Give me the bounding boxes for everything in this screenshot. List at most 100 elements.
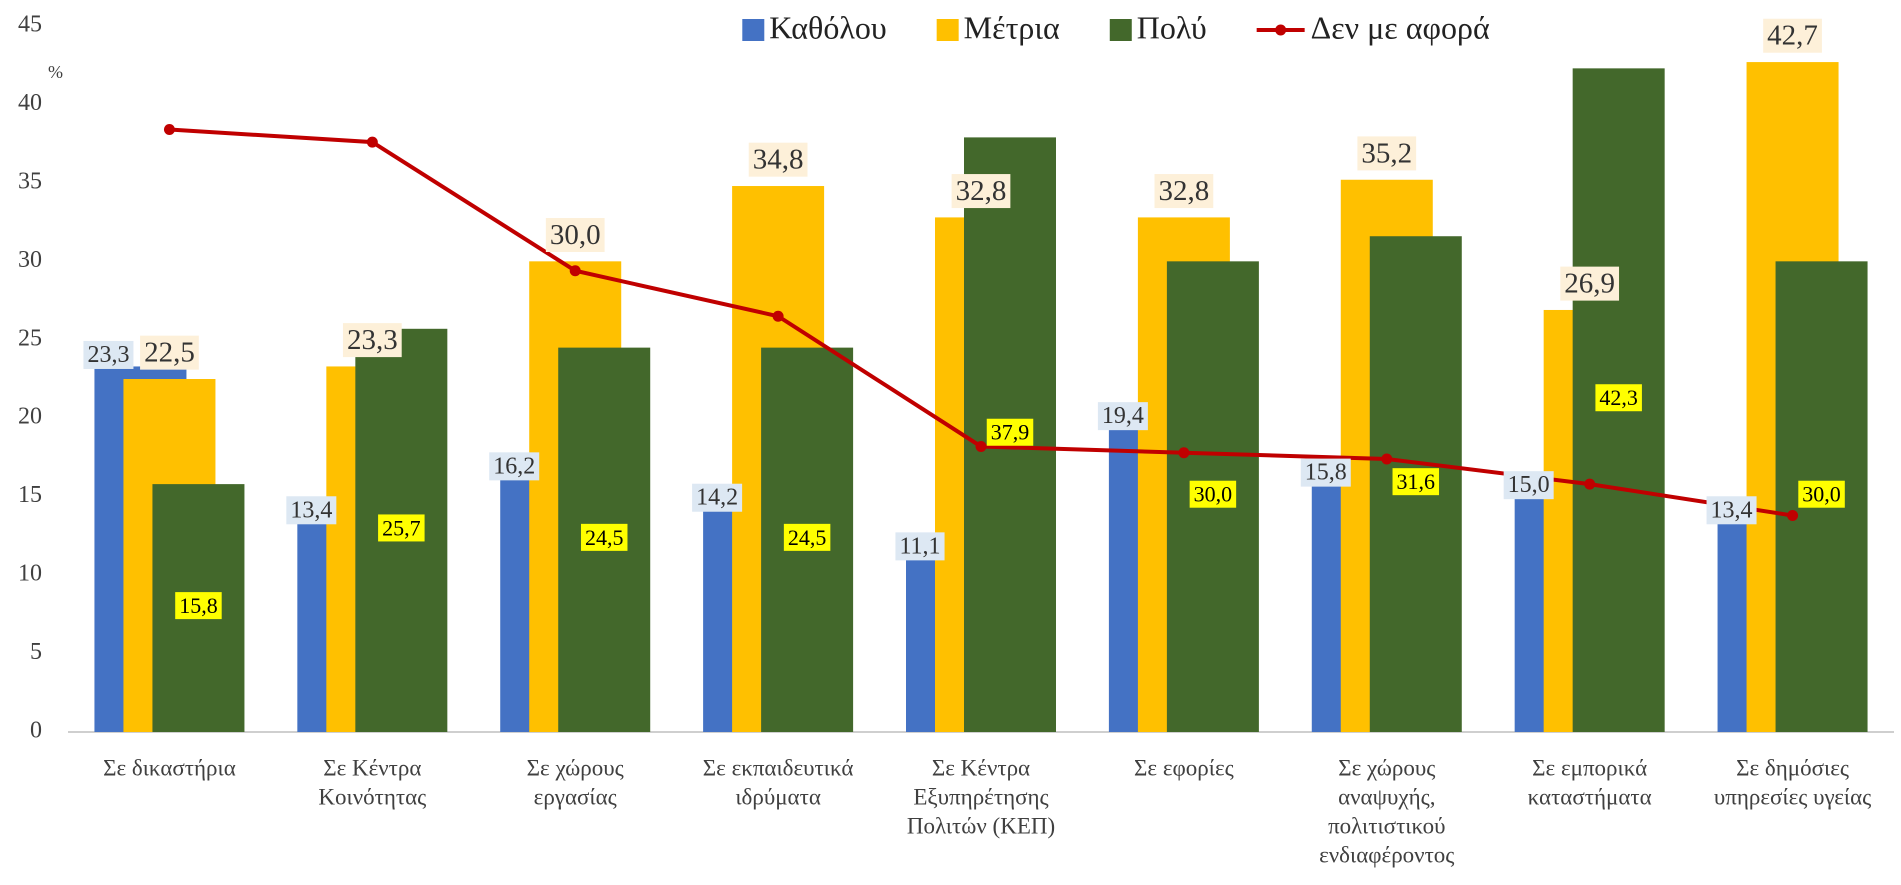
label-box bbox=[986, 418, 1034, 446]
x-tick-label: Σε χώρους bbox=[1338, 755, 1435, 780]
label-box bbox=[692, 483, 743, 512]
y-axis-label: % bbox=[48, 62, 63, 82]
value-label: 35,2 bbox=[1361, 137, 1412, 169]
value-label: 30,0 bbox=[550, 219, 601, 251]
value-label: 15,8 bbox=[179, 593, 218, 618]
legend-swatch bbox=[1275, 24, 1287, 36]
value-label: 24,5 bbox=[585, 525, 624, 550]
legend-label: Δεν με αφορά bbox=[1311, 9, 1490, 45]
label-box bbox=[1300, 458, 1351, 487]
label-box bbox=[1189, 480, 1237, 508]
value-label: 26,9 bbox=[1564, 268, 1615, 300]
label-box bbox=[1763, 18, 1822, 53]
x-tick-label: αναψυχής, bbox=[1338, 784, 1435, 809]
value-label: 11,1 bbox=[899, 533, 940, 559]
line-marker bbox=[1584, 478, 1596, 490]
value-label: 42,3 bbox=[1599, 385, 1638, 410]
label-box bbox=[580, 523, 628, 551]
label-box bbox=[545, 217, 605, 252]
line-marker bbox=[975, 440, 987, 452]
value-label: 22,5 bbox=[144, 337, 195, 369]
label-box bbox=[783, 523, 831, 551]
x-tick-label: Σε δημόσιες bbox=[1736, 755, 1849, 780]
x-tick-label: ιδρύματα bbox=[735, 784, 821, 809]
label-box bbox=[140, 335, 199, 370]
x-tick-label: εργασίας bbox=[534, 784, 617, 809]
value-label: 23,3 bbox=[347, 324, 398, 356]
y-tick-label: 15 bbox=[18, 482, 42, 508]
label-box bbox=[1357, 136, 1417, 171]
label-box bbox=[895, 532, 945, 561]
value-label: 13,4 bbox=[1711, 497, 1753, 523]
label-box bbox=[1595, 384, 1642, 412]
label-box bbox=[342, 323, 402, 358]
line-marker bbox=[1381, 453, 1393, 465]
label-box bbox=[1798, 480, 1845, 508]
label-box bbox=[748, 142, 808, 177]
legend-label: Πολύ bbox=[1137, 9, 1207, 45]
x-tick-label: Σε Κέντρα bbox=[932, 755, 1030, 780]
legend: Καθόλου Μέτρια Πολύ Δεν με αφορά bbox=[742, 9, 1490, 45]
label-box bbox=[1097, 402, 1148, 431]
x-tick-label: Σε Κέντρα bbox=[323, 755, 421, 780]
label-box bbox=[1154, 174, 1214, 209]
y-tick-label: 0 bbox=[30, 718, 42, 744]
line-marker bbox=[569, 265, 581, 277]
x-tick-label: Σε εμπορικά bbox=[1532, 755, 1647, 780]
line-marker bbox=[1787, 509, 1799, 521]
label-box bbox=[951, 174, 1011, 209]
line-marker bbox=[1178, 447, 1190, 459]
legend-label: Μέτρια bbox=[964, 9, 1060, 45]
legend-label: Καθόλου bbox=[769, 9, 886, 45]
value-label: 14,2 bbox=[696, 485, 738, 511]
label-box bbox=[1560, 266, 1620, 301]
x-tick-label: Σε δικαστήρια bbox=[103, 755, 236, 780]
y-tick-label: 10 bbox=[18, 561, 42, 587]
label-box bbox=[1392, 468, 1440, 496]
x-tick-label: ενδιαφέροντος bbox=[1319, 842, 1454, 867]
value-label: 23,3 bbox=[87, 342, 129, 368]
value-label: 32,8 bbox=[956, 175, 1007, 207]
label-box bbox=[286, 496, 337, 525]
legend-swatch bbox=[1109, 19, 1132, 41]
value-label: 37,9 bbox=[991, 420, 1030, 445]
x-tick-label: Σε εκπαιδευτικά bbox=[703, 755, 854, 780]
y-tick-label: 30 bbox=[18, 247, 42, 273]
x-tick-label: πολιτιστικού bbox=[1328, 813, 1445, 838]
line-marker bbox=[366, 136, 378, 148]
y-tick-label: 5 bbox=[30, 639, 42, 665]
line-marker bbox=[163, 124, 175, 136]
label-box bbox=[175, 592, 222, 620]
line-marker bbox=[772, 310, 784, 322]
value-label: 31,6 bbox=[1397, 469, 1436, 494]
legend-swatch bbox=[936, 19, 959, 41]
y-tick-label: 35 bbox=[18, 168, 42, 194]
value-label: 34,8 bbox=[753, 144, 804, 176]
x-tick-label: Εξυπηρέτησης bbox=[913, 784, 1048, 809]
y-tick-label: 40 bbox=[18, 90, 42, 116]
label-box bbox=[83, 340, 134, 369]
label-box bbox=[378, 514, 425, 542]
value-label: 32,8 bbox=[1159, 175, 1210, 207]
value-label: 24,5 bbox=[788, 525, 827, 550]
y-tick-label: 20 bbox=[18, 404, 42, 430]
value-label: 13,4 bbox=[290, 497, 332, 523]
value-label: 42,7 bbox=[1767, 20, 1818, 52]
y-tick-label: 25 bbox=[18, 325, 42, 351]
x-tick-label: Κοινότητας bbox=[318, 784, 426, 809]
value-label: 19,4 bbox=[1102, 403, 1144, 429]
x-tick-label: Πολιτών (ΚΕΠ) bbox=[907, 813, 1055, 838]
value-label: 25,7 bbox=[382, 515, 421, 540]
value-label: 15,0 bbox=[1508, 472, 1550, 498]
label-box bbox=[489, 452, 540, 481]
value-label: 16,2 bbox=[493, 453, 535, 479]
label-box bbox=[1706, 496, 1757, 525]
x-tick-label: υπηρεσίες υγείας bbox=[1714, 784, 1871, 809]
y-tick-label: 45 bbox=[18, 12, 42, 38]
label-box bbox=[1503, 471, 1554, 500]
value-label: 30,0 bbox=[1194, 482, 1233, 507]
legend-swatch bbox=[742, 19, 765, 41]
x-tick-label: Σε εφορίες bbox=[1134, 755, 1234, 780]
value-label: 15,8 bbox=[1305, 460, 1347, 486]
